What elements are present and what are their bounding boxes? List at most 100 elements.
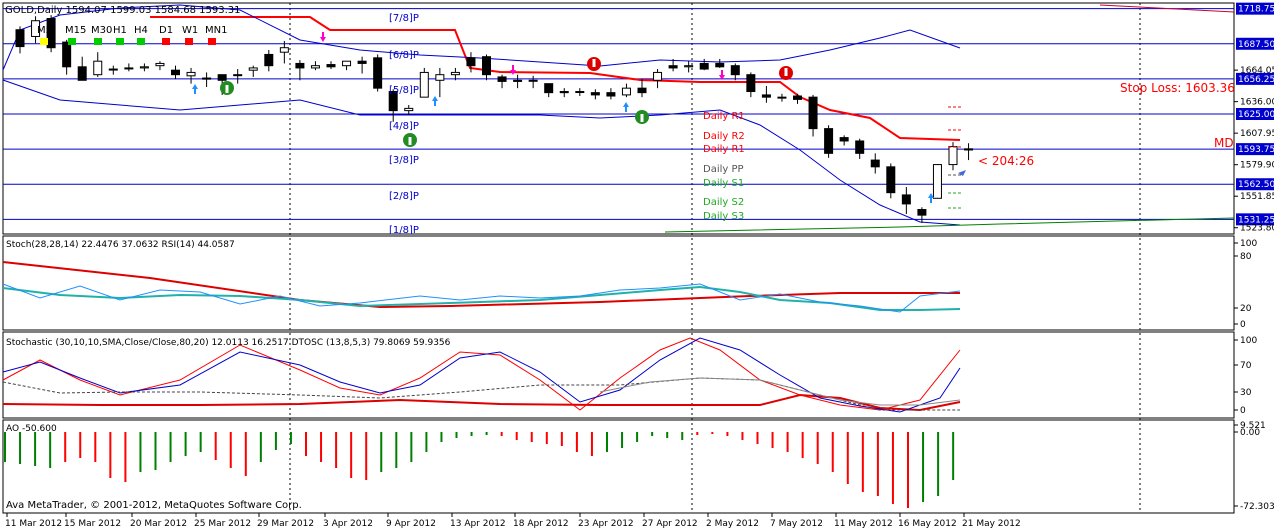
arrow-head (719, 75, 725, 80)
stoch-axis-label: 100 (1240, 239, 1257, 249)
candle-body (761, 94, 771, 98)
candle-body (575, 91, 585, 94)
stoch-axis-label: 80 (1240, 252, 1252, 262)
signal-markers (192, 32, 934, 203)
candle (357, 56, 367, 74)
date-label: 7 May 2012 (770, 519, 823, 529)
timeframe-bar[interactable]: M5 M15 M30 H1 H4 D1 W1 MN1 (37, 25, 227, 45)
candle (373, 54, 383, 92)
candle (870, 153, 880, 174)
ao-axis-label: -72.303 (1240, 502, 1274, 512)
candle (699, 58, 709, 71)
arrow-head (928, 193, 934, 198)
pivot-r2-label: Daily R2 (703, 131, 745, 142)
candle (761, 85, 771, 103)
candle-body (62, 41, 72, 68)
date-label: 15 Mar 2012 (64, 519, 121, 529)
date-label: 18 Apr 2012 (513, 519, 569, 529)
stoch-rsi-lines (2, 261, 961, 313)
candle (15, 26, 25, 54)
candle (233, 69, 243, 84)
candle-body (124, 67, 134, 70)
candle-body (715, 62, 725, 68)
arrow-head (510, 70, 516, 75)
murrey-label-1-8: [1/8]P (389, 225, 419, 236)
candle-body (202, 77, 212, 80)
timeframe-status (94, 38, 102, 45)
down-arrow-icon (320, 32, 326, 42)
candle-body (155, 62, 165, 67)
candle (746, 72, 756, 98)
timeframe-label: H4 (134, 25, 148, 36)
candle (544, 83, 554, 98)
candle-body (77, 66, 87, 81)
candle-body (932, 164, 942, 199)
stoch-rsi-panel (2, 235, 1235, 331)
candle (932, 164, 942, 199)
candle-body (342, 60, 352, 67)
murrey-label-5-8: [5/8]P (389, 85, 419, 96)
price-tag (1236, 108, 1274, 121)
timeframe-status (185, 38, 193, 45)
candle (139, 63, 149, 72)
timeframe-status (208, 38, 216, 45)
candle (404, 105, 414, 116)
candle-body (839, 137, 849, 142)
date-label: 2 May 2012 (706, 519, 759, 529)
price-label: 1607.95 (1240, 129, 1274, 139)
candle (886, 163, 896, 199)
candle-body (808, 96, 818, 130)
date-label: 11 May 2012 (834, 519, 893, 529)
candle (46, 15, 56, 53)
candle-body (870, 159, 880, 168)
candle-body (528, 79, 538, 82)
stoch-axis-label: 20 (1240, 304, 1252, 314)
arrow-head (320, 37, 326, 42)
candle-body (357, 60, 367, 64)
candle (528, 75, 538, 89)
green-trend (664, 217, 1235, 233)
candle (124, 63, 134, 72)
up-arrow-icon (623, 102, 629, 112)
candle-body (668, 65, 678, 69)
price-label: 1664.05 (1240, 66, 1274, 76)
pivot-s1-label: Daily S1 (703, 178, 744, 189)
candle-body (513, 79, 523, 82)
date-label: 27 Apr 2012 (642, 519, 698, 529)
candle (964, 143, 974, 161)
candle-body (31, 20, 41, 37)
buy-signal-icon (220, 81, 234, 95)
timeframe-status (40, 38, 48, 45)
upper-band (2, 4, 961, 71)
candle (202, 72, 212, 88)
pivot-r1b-label: Daily R1 (703, 144, 745, 155)
signal-bar (784, 68, 788, 76)
candle-body (450, 71, 460, 76)
timeframe-label: MN1 (205, 25, 227, 36)
candle (482, 54, 491, 81)
candle (839, 135, 849, 146)
murrey-label-6-8: [6/8]P (389, 50, 419, 61)
candle (793, 93, 802, 104)
dtosc-fast-line (2, 337, 961, 411)
md-label: MD (1214, 136, 1234, 150)
candle (264, 49, 274, 72)
arrow-head (432, 96, 438, 101)
pivot-s3-label: Daily S3 (703, 211, 744, 222)
candle-body (435, 74, 445, 81)
pivot-s2-label: Daily S2 (703, 197, 744, 208)
up-arrow-icon (192, 84, 198, 94)
candle (310, 61, 320, 71)
murrey-label-2-8: [2/8]P (389, 191, 419, 202)
signal-bar (640, 114, 644, 122)
murrey-label-7-8: [7/8]P (389, 13, 419, 24)
price-tag (1236, 72, 1274, 85)
down-arrow-icon (510, 65, 516, 75)
candle (171, 65, 180, 80)
pivot-r1-label: Daily R1 (703, 111, 745, 122)
down-arrow-icon (719, 70, 725, 80)
candle-body (497, 76, 507, 82)
candle-body (233, 74, 243, 77)
bands-and-averages (2, 4, 1235, 233)
